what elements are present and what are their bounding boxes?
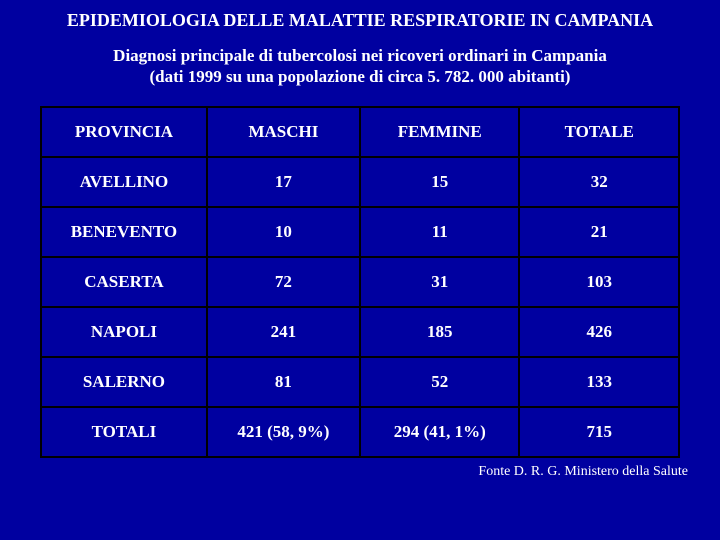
table-cell: 72 bbox=[207, 257, 360, 307]
table-cell: 426 bbox=[519, 307, 679, 357]
table-cell: 294 (41, 1%) bbox=[360, 407, 520, 457]
col-header: MASCHI bbox=[207, 107, 360, 157]
table-cell: 133 bbox=[519, 357, 679, 407]
table-cell: SALERNO bbox=[41, 357, 207, 407]
data-table: PROVINCIA MASCHI FEMMINE TOTALE AVELLINO… bbox=[40, 106, 680, 458]
table-cell: 21 bbox=[519, 207, 679, 257]
table-cell: 81 bbox=[207, 357, 360, 407]
table-cell: BENEVENTO bbox=[41, 207, 207, 257]
table-row: CASERTA 72 31 103 bbox=[41, 257, 679, 307]
table-cell: 241 bbox=[207, 307, 360, 357]
table-cell: 715 bbox=[519, 407, 679, 457]
table-cell: CASERTA bbox=[41, 257, 207, 307]
table-cell: 421 (58, 9%) bbox=[207, 407, 360, 457]
source-footnote: Fonte D. R. G. Ministero della Salute bbox=[18, 464, 702, 480]
col-header: TOTALE bbox=[519, 107, 679, 157]
table-row: SALERNO 81 52 133 bbox=[41, 357, 679, 407]
table-cell: 103 bbox=[519, 257, 679, 307]
table-cell: 11 bbox=[360, 207, 520, 257]
page-title: EPIDEMIOLOGIA DELLE MALATTIE RESPIRATORI… bbox=[18, 10, 702, 31]
table-cell: 10 bbox=[207, 207, 360, 257]
table-row: NAPOLI 241 185 426 bbox=[41, 307, 679, 357]
page-subtitle: Diagnosi principale di tubercolosi nei r… bbox=[18, 45, 702, 88]
table-row-totals: TOTALI 421 (58, 9%) 294 (41, 1%) 715 bbox=[41, 407, 679, 457]
table-cell: 185 bbox=[360, 307, 520, 357]
table-cell: 31 bbox=[360, 257, 520, 307]
table-cell: NAPOLI bbox=[41, 307, 207, 357]
col-header: PROVINCIA bbox=[41, 107, 207, 157]
subtitle-line-2: (dati 1999 su una popolazione di circa 5… bbox=[150, 67, 571, 86]
col-header: FEMMINE bbox=[360, 107, 520, 157]
table-header-row: PROVINCIA MASCHI FEMMINE TOTALE bbox=[41, 107, 679, 157]
table-cell: 15 bbox=[360, 157, 520, 207]
table-row: AVELLINO 17 15 32 bbox=[41, 157, 679, 207]
table-cell: 17 bbox=[207, 157, 360, 207]
table-cell: 32 bbox=[519, 157, 679, 207]
subtitle-line-1: Diagnosi principale di tubercolosi nei r… bbox=[113, 46, 607, 65]
table-row: BENEVENTO 10 11 21 bbox=[41, 207, 679, 257]
table-cell: 52 bbox=[360, 357, 520, 407]
table-cell: AVELLINO bbox=[41, 157, 207, 207]
table-cell: TOTALI bbox=[41, 407, 207, 457]
